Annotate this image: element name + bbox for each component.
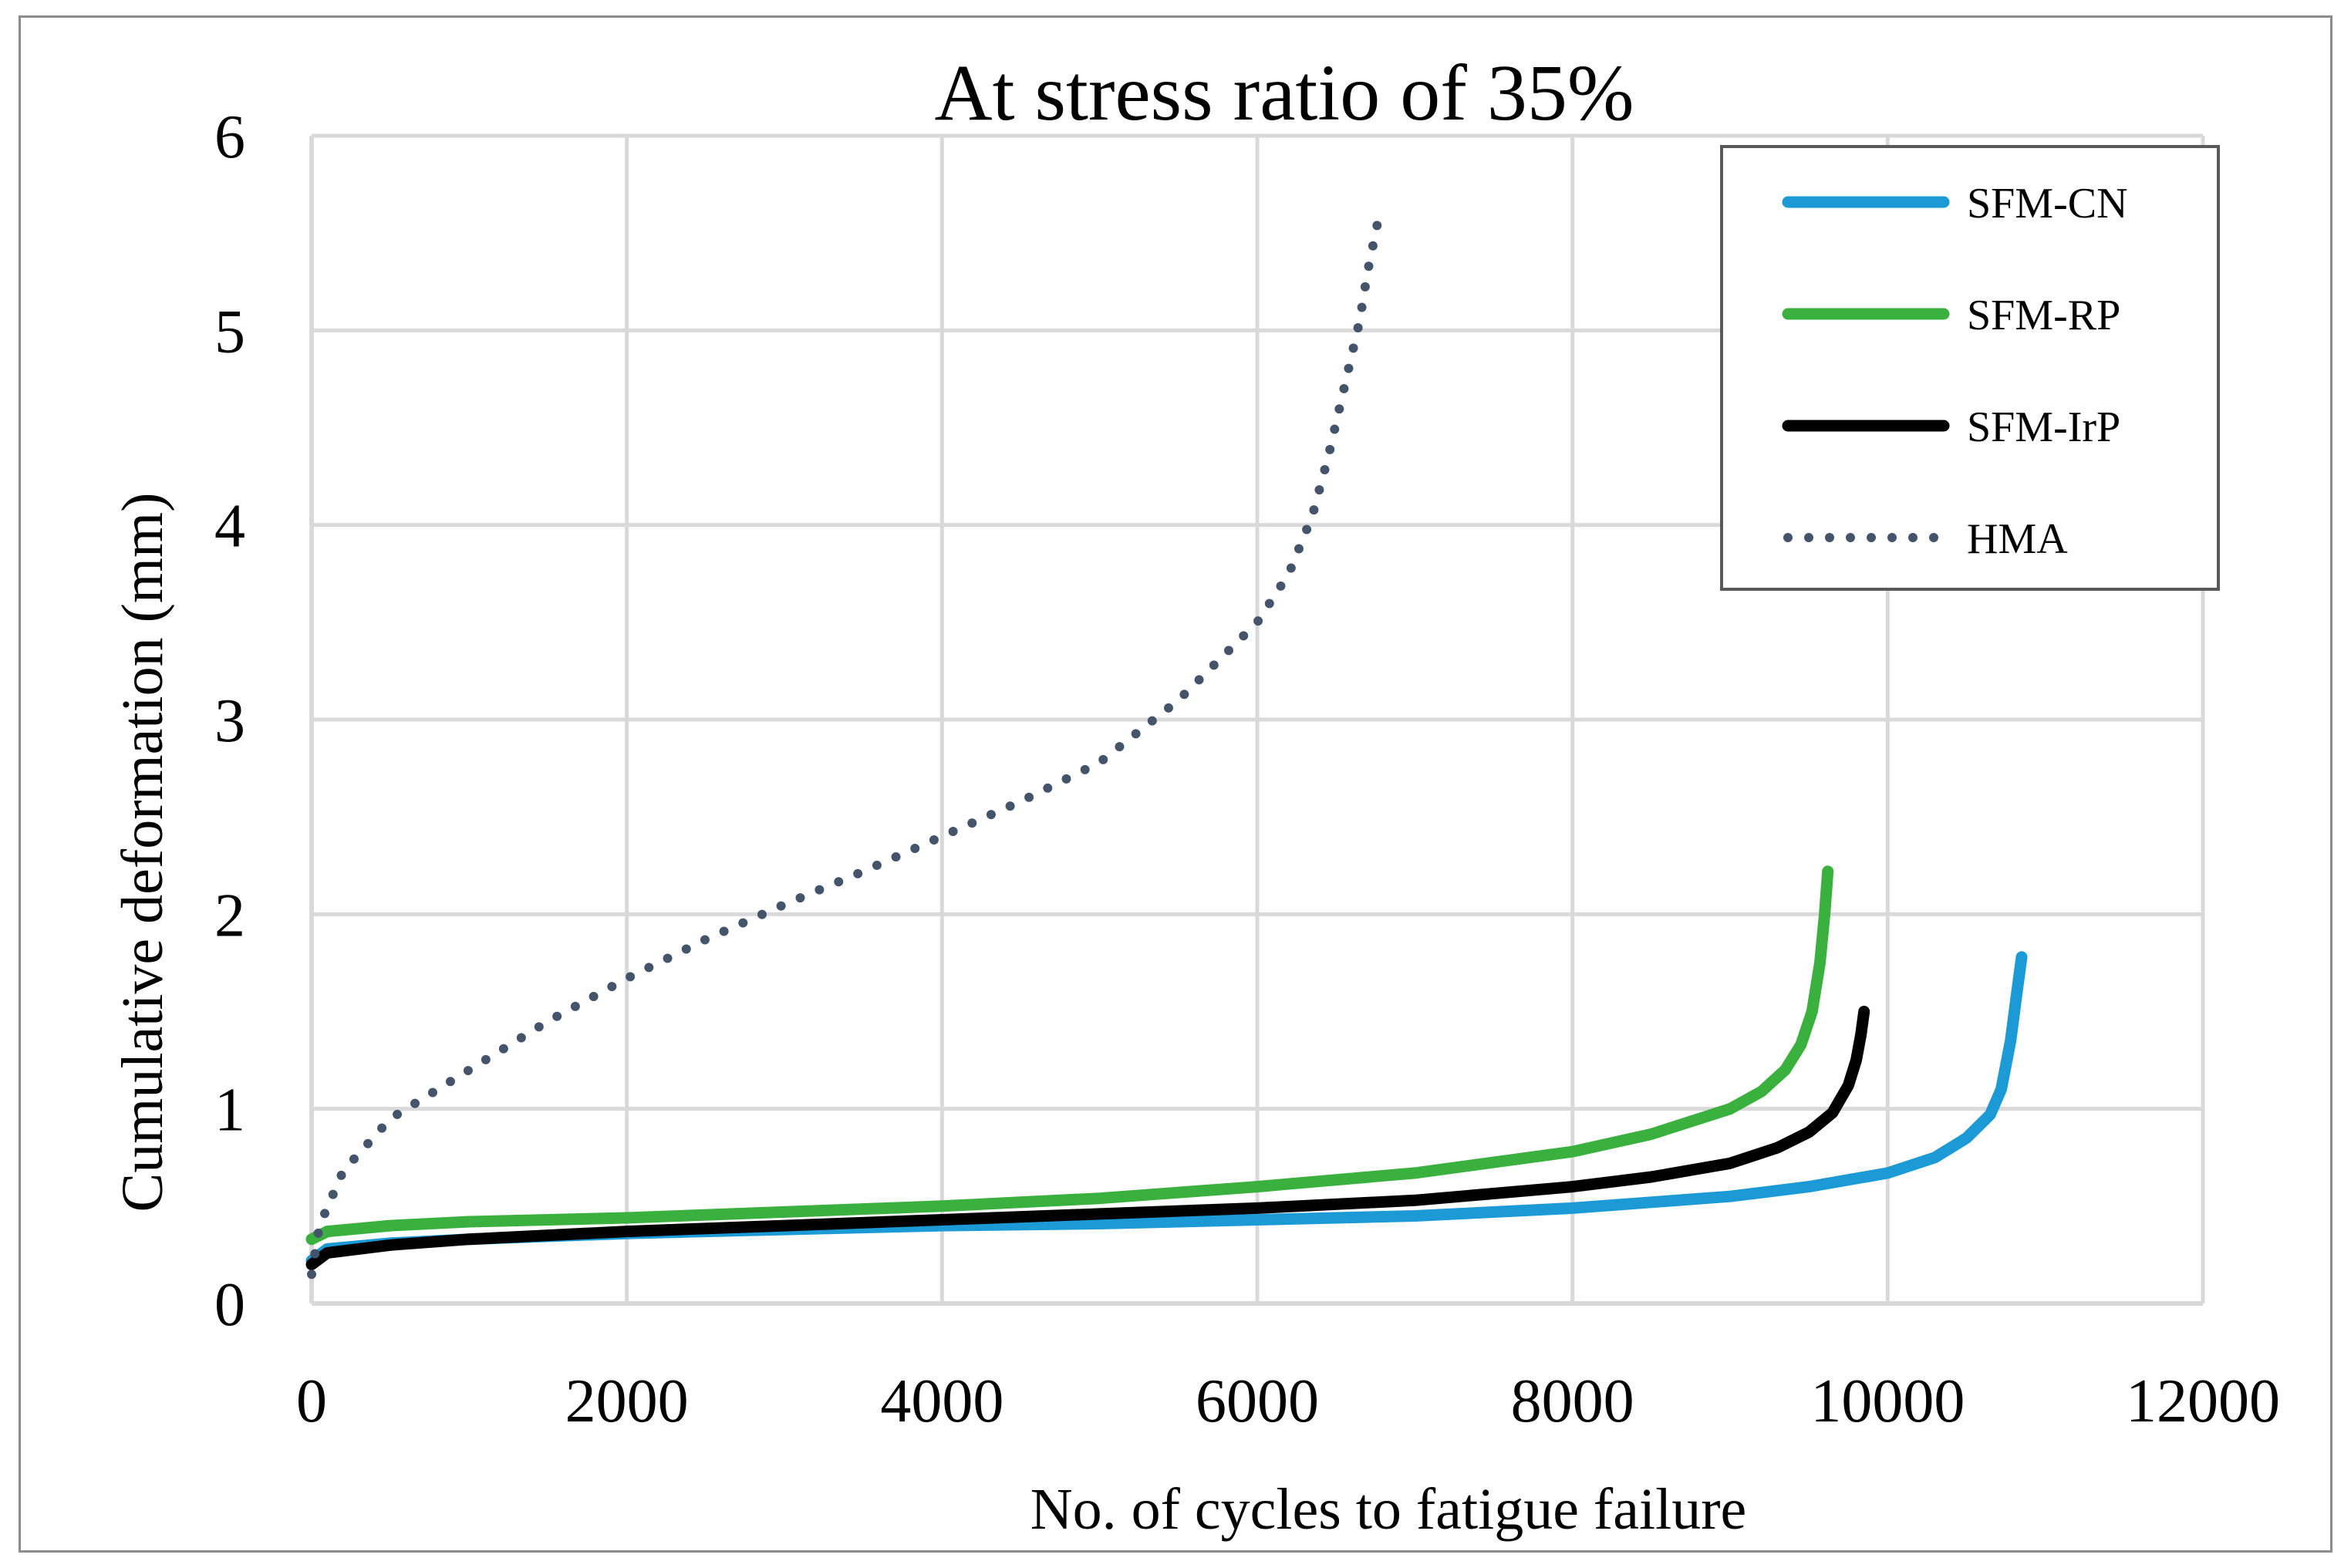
y-tick-label: 1: [214, 1077, 245, 1145]
legend-label: SFM-IrP: [1967, 403, 2120, 451]
series-line-sfm-rp: [305, 865, 1834, 1246]
series-line-hma: [307, 204, 1385, 1280]
legend-label: SFM-CN: [1967, 180, 2128, 228]
y-tick-label: 6: [214, 103, 245, 171]
y-tick-label: 5: [214, 298, 245, 366]
chart-frame: [19, 15, 2332, 1553]
x-tick-label: 0: [296, 1367, 327, 1435]
x-tick-label: 4000: [880, 1367, 1003, 1435]
y-tick-label: 0: [214, 1271, 245, 1339]
y-tick-label: 2: [214, 882, 245, 949]
series-layer: [305, 204, 2028, 1280]
x-tick-label: 2000: [565, 1367, 689, 1435]
x-tick-label: 8000: [1511, 1367, 1634, 1435]
legend: SFM-CN SFM-RP SFM-IrP HMA: [1720, 145, 2220, 591]
legend-label: HMA: [1967, 515, 2068, 563]
x-tick-label: 6000: [1196, 1367, 1319, 1435]
series-line-sfm-irp: [305, 1006, 1870, 1270]
tick-labels: 0 2000 4000 6000 8000 10000 12000 0 1 2 3 4 5 6: [214, 103, 2280, 1435]
x-tick-label: 12000: [2126, 1367, 2280, 1435]
legend-label: SFM-RP: [1967, 292, 2120, 339]
x-axis-label: No. of cycles to fatigue failure: [1030, 1477, 1747, 1542]
y-tick-label: 4: [214, 493, 245, 561]
legend-box: [1720, 145, 2220, 591]
axes: [309, 136, 2203, 1306]
x-tick-label: 10000: [1810, 1367, 1965, 1435]
grid-lines: [309, 133, 2205, 1306]
chart-title: At stress ratio of 35%: [935, 49, 1634, 137]
y-axis-label: Cumulative deformation (mm): [110, 493, 175, 1212]
y-tick-label: 3: [214, 687, 245, 755]
